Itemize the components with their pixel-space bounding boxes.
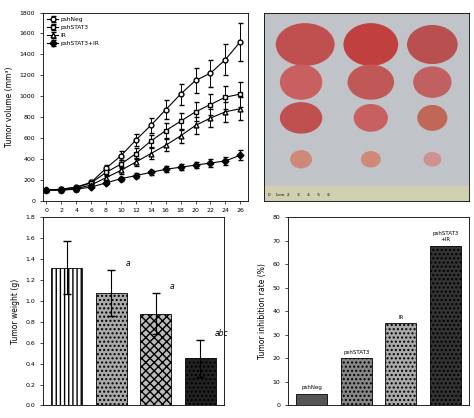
Bar bbox=[385, 323, 416, 405]
Ellipse shape bbox=[281, 103, 321, 133]
Legend: pshNeg, pshSTAT3, IR, pshSTAT3+IR: pshNeg, pshSTAT3, IR, pshSTAT3+IR bbox=[46, 15, 101, 47]
Text: pshNeg: pshNeg bbox=[301, 385, 322, 390]
Text: pshSTAT3: pshSTAT3 bbox=[343, 350, 369, 355]
Bar bbox=[296, 394, 327, 405]
Y-axis label: Tumor inhibition rate (%): Tumor inhibition rate (%) bbox=[258, 263, 267, 359]
Y-axis label: Tumor volume (mm³): Tumor volume (mm³) bbox=[5, 66, 14, 147]
Text: pshSTAT3
+IR: pshSTAT3 +IR bbox=[432, 231, 458, 242]
Text: a: a bbox=[126, 258, 130, 268]
Ellipse shape bbox=[276, 24, 334, 65]
Ellipse shape bbox=[414, 67, 451, 97]
Text: a: a bbox=[170, 281, 174, 291]
Text: IR: IR bbox=[398, 315, 403, 320]
Bar bbox=[341, 358, 372, 405]
Text: 0    1cm  2      3      4      5      6: 0 1cm 2 3 4 5 6 bbox=[268, 193, 330, 197]
Y-axis label: Tumor weight (g): Tumor weight (g) bbox=[10, 279, 19, 344]
Bar bbox=[51, 268, 82, 405]
Ellipse shape bbox=[362, 152, 380, 167]
Bar bbox=[140, 314, 171, 405]
Bar bbox=[185, 358, 216, 405]
Bar bbox=[264, 186, 469, 201]
Text: abc: abc bbox=[215, 329, 228, 338]
Ellipse shape bbox=[344, 24, 398, 65]
Ellipse shape bbox=[355, 105, 387, 131]
Ellipse shape bbox=[291, 151, 311, 168]
Ellipse shape bbox=[424, 153, 440, 166]
X-axis label: Time after treatment (day): Time after treatment (day) bbox=[94, 219, 197, 228]
Ellipse shape bbox=[348, 65, 393, 99]
Bar bbox=[430, 245, 461, 405]
Bar bbox=[96, 293, 127, 405]
Ellipse shape bbox=[281, 65, 321, 99]
Ellipse shape bbox=[418, 106, 447, 130]
Ellipse shape bbox=[408, 26, 457, 64]
